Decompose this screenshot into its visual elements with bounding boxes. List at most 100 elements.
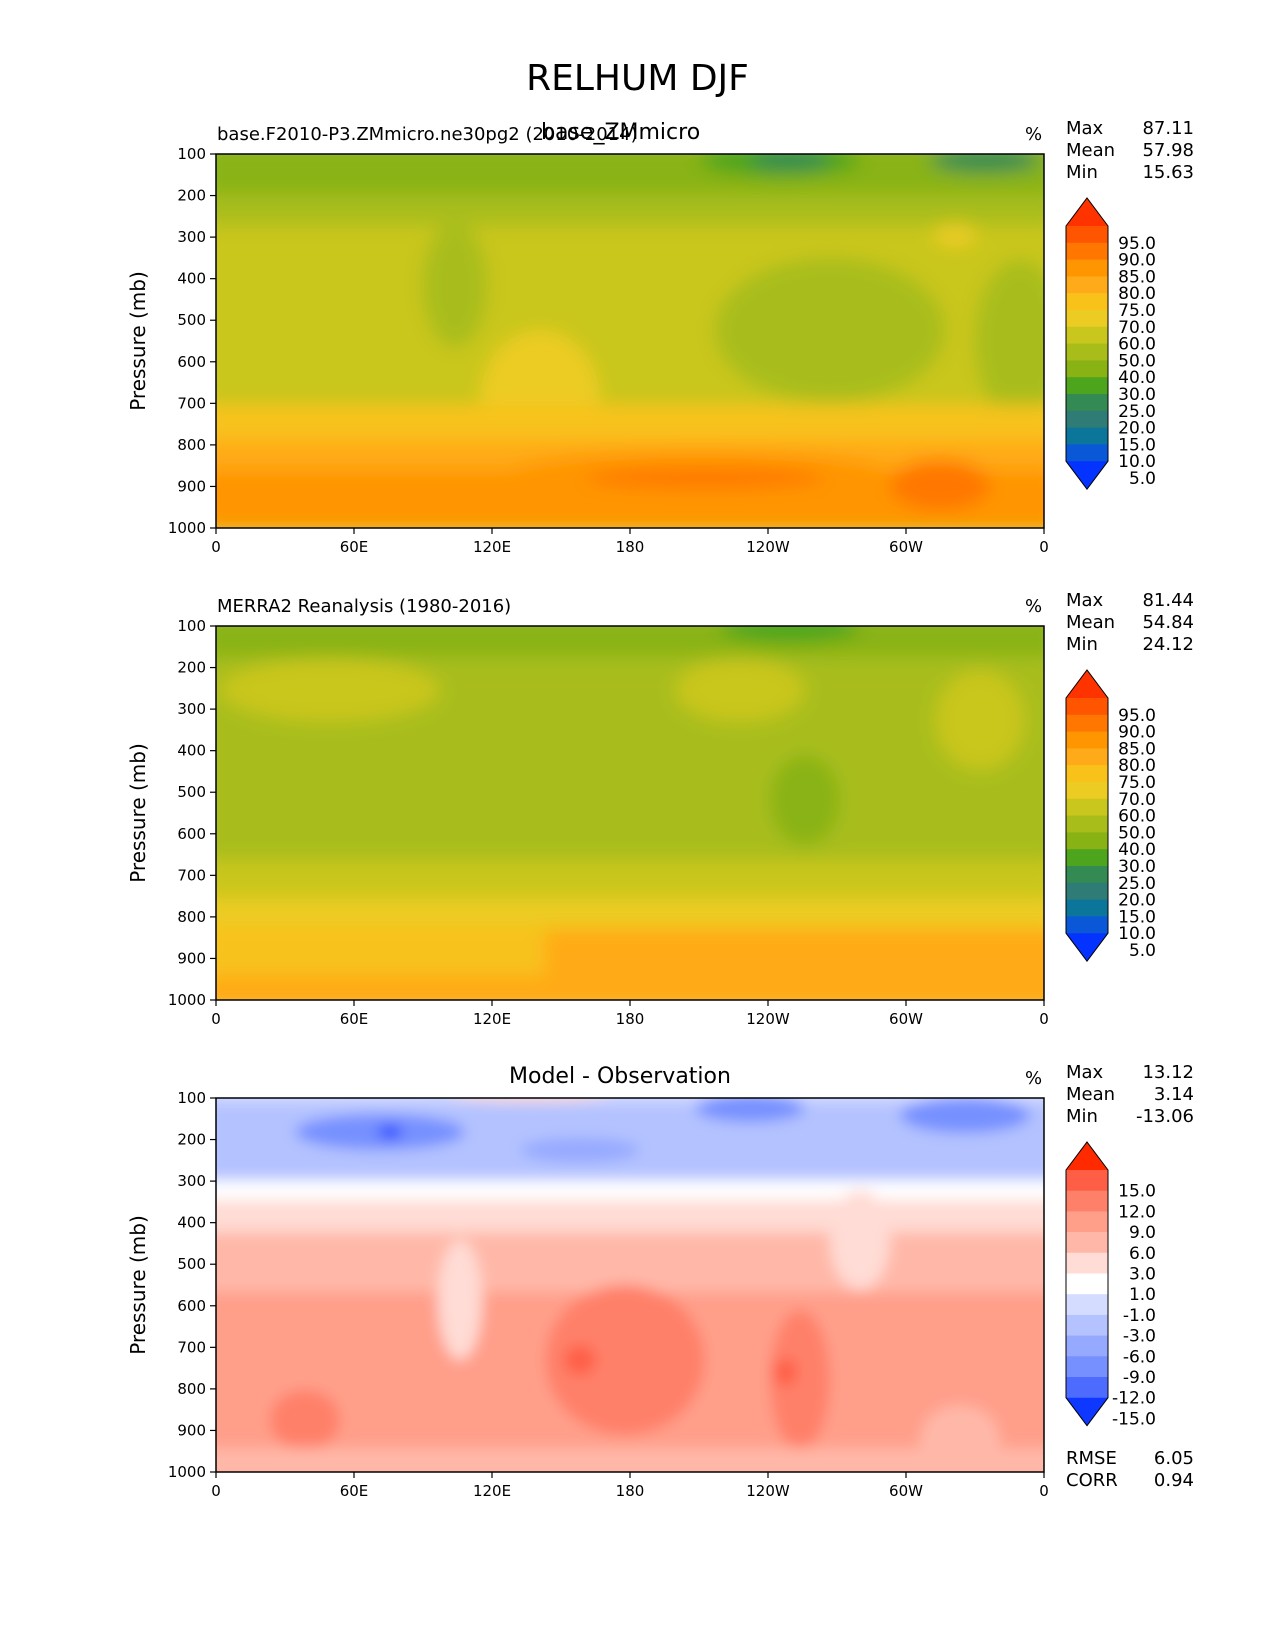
colorbar-bin [1066, 410, 1108, 429]
colorbar-bin [1066, 1377, 1108, 1399]
colorbar-extend-min [1066, 1397, 1108, 1426]
colorbar-bin [1066, 326, 1108, 345]
x-tick-label: 0 [1039, 1482, 1049, 1500]
colorbar-outline [1065, 669, 1109, 963]
colorbar-bin [1066, 242, 1108, 261]
colorbar-tick-label: 25.0 [1118, 402, 1156, 422]
panel-difference-center-title: Model - Observation [509, 1064, 731, 1089]
colorbar-tick-label: 30.0 [1118, 857, 1156, 877]
y-tick-label: 900 [177, 477, 206, 495]
colorbar-bin [1066, 444, 1108, 462]
colorbar-tick-label: 60.0 [1118, 335, 1156, 355]
colorbar-bin [1066, 1335, 1108, 1357]
stat-min-label: Min [1066, 1106, 1098, 1127]
colorbar-tick-label: 10.0 [1118, 452, 1156, 472]
x-tick-label: 60W [889, 1482, 923, 1500]
colorbar-bin [1066, 1232, 1108, 1254]
x-tick-label: 60W [889, 538, 923, 556]
colorbar-bin [1066, 259, 1108, 277]
x-tick-label: 120W [746, 1482, 790, 1500]
stat-mean-value: 3.14 [1153, 1084, 1194, 1105]
colorbar-bin [1066, 748, 1108, 766]
colorbar-tick-label: 15.0 [1118, 1182, 1156, 1202]
y-tick-label: 700 [177, 394, 206, 412]
colorbar-tick-label: 75.0 [1118, 301, 1156, 321]
stat-min-value: -13.06 [1135, 1106, 1194, 1127]
colorbar-tick-label: -3.0 [1123, 1327, 1156, 1347]
colorbar-bin [1066, 1252, 1108, 1274]
colorbar-bin [1066, 899, 1108, 917]
colorbar-bin [1066, 394, 1108, 412]
colorbar-bin [1066, 849, 1108, 867]
colorbar-bin [1066, 1190, 1108, 1212]
y-tick-label: 500 [177, 1255, 206, 1273]
colorbar-bin [1066, 427, 1108, 445]
panel-reference-left-title: MERRA2 Reanalysis (1980-2016) [217, 596, 512, 617]
y-tick-label: 100 [177, 1089, 206, 1107]
colorbar-outline [1065, 1141, 1109, 1427]
y-tick-label: 300 [177, 1172, 206, 1190]
y-tick-label: 400 [177, 270, 206, 288]
colorbar-tick-label: 50.0 [1118, 823, 1156, 843]
colorbar-bin [1066, 310, 1108, 328]
colorbar-outline [1065, 197, 1109, 491]
y-tick-label: 500 [177, 311, 206, 329]
x-tick-label: 120W [746, 1010, 790, 1028]
x-tick-label: 0 [1039, 538, 1049, 556]
colorbar-tick-label: 15.0 [1118, 435, 1156, 455]
colorbar-tick-label: 85.0 [1118, 739, 1156, 759]
stat-max-value: 81.44 [1142, 590, 1194, 611]
y-tick-label: 900 [177, 949, 206, 967]
colorbar-tick-label: 90.0 [1118, 251, 1156, 271]
colorbar-bin [1066, 360, 1108, 378]
colorbar-tick-label: 40.0 [1118, 840, 1156, 860]
x-tick-label: 0 [1039, 1010, 1049, 1028]
y-tick-label: 700 [177, 866, 206, 884]
stat-max-value: 13.12 [1142, 1062, 1194, 1083]
y-axis-label: Pressure (mb) [126, 743, 150, 883]
y-tick-label: 500 [177, 783, 206, 801]
colorbar-tick-label: 85.0 [1118, 267, 1156, 287]
y-tick-label: 200 [177, 1131, 206, 1149]
colorbar-bin [1066, 1314, 1108, 1337]
y-tick-label: 600 [177, 353, 206, 371]
stat-mean-label: Mean [1066, 612, 1116, 633]
x-tick-label: 120E [473, 1010, 511, 1028]
y-axis-label: Pressure (mb) [126, 271, 150, 411]
x-tick-label: 120W [746, 538, 790, 556]
metric-corr-value: 0.94 [1153, 1470, 1194, 1491]
colorbar-tick-label: 15.0 [1118, 907, 1156, 927]
y-tick-label: 100 [177, 617, 206, 635]
colorbar-extend-min [1066, 461, 1108, 490]
stat-max-label: Max [1066, 1062, 1104, 1083]
stat-mean-value: 54.84 [1142, 612, 1194, 633]
x-tick-label: 120E [473, 538, 511, 556]
metric-corr-label: CORR [1066, 1470, 1118, 1491]
colorbar-tick-label: 60.0 [1118, 807, 1156, 827]
y-tick-label: 600 [177, 825, 206, 843]
colorbar-extend-max [1066, 1142, 1108, 1170]
y-tick-label: 200 [177, 187, 206, 205]
colorbar-tick-label: 25.0 [1118, 874, 1156, 894]
colorbar-bin [1066, 832, 1108, 850]
x-tick-label: 0 [211, 1010, 221, 1028]
colorbar-bin [1066, 714, 1108, 733]
colorbar-tick-label: 40.0 [1118, 368, 1156, 388]
x-tick-label: 180 [616, 1010, 645, 1028]
y-tick-label: 600 [177, 1297, 206, 1315]
colorbar-tick-label: -15.0 [1112, 1409, 1156, 1429]
y-tick-label: 100 [177, 145, 206, 163]
y-axis-label: Pressure (mb) [126, 1215, 150, 1355]
y-tick-label: 700 [177, 1338, 206, 1356]
colorbar-bin [1066, 782, 1108, 800]
colorbar-bin [1066, 698, 1108, 716]
colorbar-bin [1066, 1211, 1108, 1233]
colorbar-tick-label: -6.0 [1123, 1347, 1156, 1367]
colorbar-bin [1066, 765, 1108, 783]
colorbar-tick-label: 70.0 [1118, 790, 1156, 810]
stat-min-label: Min [1066, 634, 1098, 655]
stat-min-label: Min [1066, 162, 1098, 183]
colorbar-bin [1066, 1356, 1108, 1378]
colorbar-tick-label: 5.0 [1129, 469, 1156, 489]
y-tick-label: 300 [177, 700, 206, 718]
